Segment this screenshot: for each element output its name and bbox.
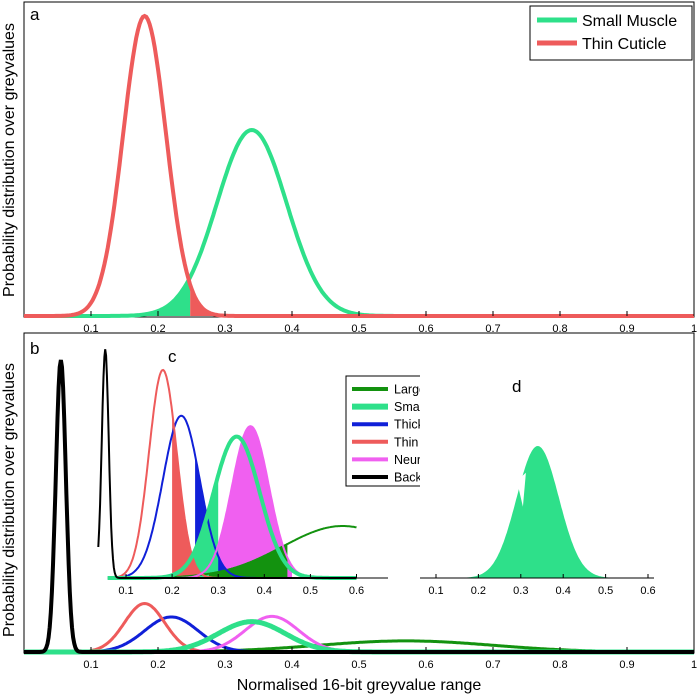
legend-a-small-muscle-label: Small Muscle xyxy=(582,13,677,30)
panel-b-tick-label: 0.6 xyxy=(418,659,433,671)
panel-c-x-ticks: 0.1 0.2 0.3 0.4 0.5 0.6 xyxy=(118,574,364,597)
panel-a-legend: Small Muscle Thin Cuticle xyxy=(529,5,693,61)
panel-a-tick-label: 1 xyxy=(691,323,697,335)
panel-b-letter: b xyxy=(30,339,39,358)
panel-a-overlap-fills xyxy=(131,277,252,316)
panel-a-tick-label: 0.1 xyxy=(83,323,98,335)
panel-b-ylabel: Probability distribution over greyvalues xyxy=(1,363,18,637)
panel-d-tick-label: 0.4 xyxy=(556,585,571,597)
panel-a-tick-label: 0.9 xyxy=(619,323,634,335)
panel-c-tick-label: 0.3 xyxy=(211,585,226,597)
panel-a-tick-label: 0.6 xyxy=(418,323,433,335)
panel-d-tick-label: 0.6 xyxy=(640,585,655,597)
panel-a-tick-label: 0.8 xyxy=(552,323,567,335)
panel-a-thin-cuticle-overlap-fill xyxy=(190,284,252,316)
panel-b-tick-label: 0.9 xyxy=(619,659,634,671)
panel-c-letter: c xyxy=(168,347,177,366)
panel-a-tick-label: 0.4 xyxy=(284,323,299,335)
panel-b-tick-label: 0.8 xyxy=(552,659,567,671)
panel-c-small-muscle-fill xyxy=(181,475,219,578)
panel-a-tick-label: 0.5 xyxy=(351,323,366,335)
panel-a-tick-label: 0.2 xyxy=(150,323,165,335)
panel-b-tick-label: 1 xyxy=(691,659,697,671)
panel-d-inset: 0.1 0.2 0.3 0.4 0.5 0.6 d xyxy=(420,375,656,597)
panel-a-tick-label: 0.7 xyxy=(485,323,500,335)
panel-d-notch xyxy=(516,472,526,507)
panel-b-tick-label: 0.1 xyxy=(83,659,98,671)
panel-c-tick-label: 0.5 xyxy=(303,585,318,597)
panel-c-tick-label: 0.1 xyxy=(118,585,133,597)
panel-b-tick-label: 0.4 xyxy=(284,659,299,671)
panel-a-tick-label: 0.3 xyxy=(217,323,232,335)
panel-c-tick-label: 0.2 xyxy=(164,585,179,597)
panel-b-tick-label: 0.3 xyxy=(217,659,232,671)
panel-a-small-muscle-overlap-fill xyxy=(131,277,191,316)
panel-b-tick-label: 0.5 xyxy=(351,659,366,671)
panel-a-plot: 0.1 0.2 0.3 0.4 0.5 0.6 0.7 0.8 0.9 1 a Probabili… xyxy=(1,1,697,358)
panel-b-xlabel: Normalised 16-bit greyvalue range xyxy=(237,677,482,694)
panel-c-tick-label: 0.6 xyxy=(349,585,364,597)
panel-d-tick-label: 0.3 xyxy=(513,585,528,597)
panel-d-tick-label: 0.5 xyxy=(598,585,613,597)
panel-c-thin-cuticle-fill xyxy=(172,411,200,578)
panel-a-ylabel: Probability distribution over greyvalues xyxy=(1,23,18,297)
panel-d-fills xyxy=(465,446,610,578)
panel-c-tick-label: 0.4 xyxy=(257,585,272,597)
panel-d-tick-label: 0.1 xyxy=(428,585,443,597)
panel-b-tick-label: 0.2 xyxy=(150,659,165,671)
panel-d-letter: d xyxy=(512,377,521,396)
panel-d-x-ticks: 0.1 0.2 0.3 0.4 0.5 0.6 xyxy=(428,574,656,597)
legend-a-thin-cuticle-label: Thin Cuticle xyxy=(582,36,667,53)
panel-a-legend-box xyxy=(529,5,693,61)
panel-a-letter: a xyxy=(30,5,40,24)
panel-d-tick-label: 0.2 xyxy=(471,585,486,597)
panel-a-x-ticks: 0.1 0.2 0.3 0.4 0.5 0.6 0.7 0.8 0.9 1 xyxy=(83,311,697,335)
panel-d-small-muscle-area xyxy=(465,446,610,578)
panel-b-tick-label: 0.7 xyxy=(485,659,500,671)
panel-b-x-ticks: 0.1 0.2 0.3 0.4 0.5 0.6 0.7 0.8 0.9 1 xyxy=(83,647,697,671)
